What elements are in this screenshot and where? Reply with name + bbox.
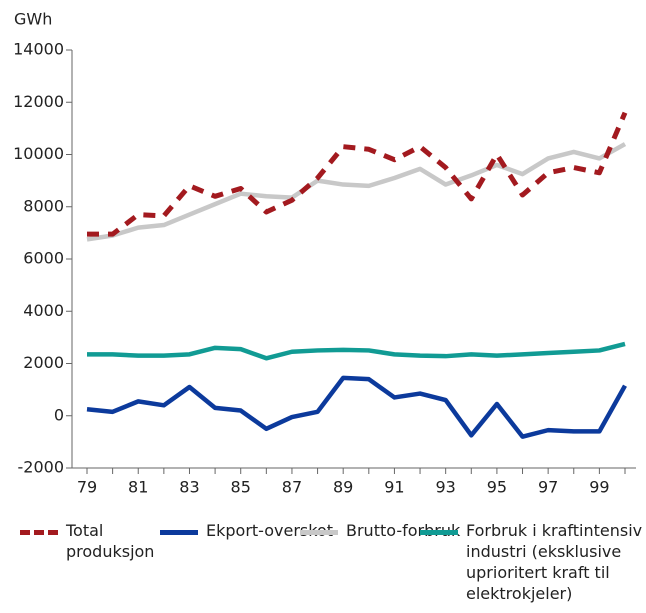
- y-tick-label: 14000: [13, 40, 64, 59]
- legend: Total produksjon Ekport-overskot Brutto-fo…: [0, 520, 646, 610]
- chart: GWh -2000 0 2000 4000 6000 8000 10000 12000 1400…: [13, 10, 636, 497]
- y-tick-label: -2000: [18, 458, 65, 477]
- series-line: [86, 375, 627, 439]
- y-tick-label: 10000: [13, 144, 64, 163]
- legend-label: Brutto-forbruk: [346, 521, 461, 540]
- x-tick-label: 87: [282, 478, 302, 497]
- series-line: [87, 341, 626, 361]
- x-tick-label: 97: [538, 478, 558, 497]
- series-line: [86, 142, 627, 242]
- y-tick-label: 0: [54, 405, 64, 424]
- x-tick-label: 99: [589, 478, 609, 497]
- y-tick-label: 2000: [23, 353, 64, 372]
- y-tick-label: 4000: [23, 301, 64, 320]
- series-line: [87, 111, 628, 237]
- legend-swatch: [420, 530, 458, 535]
- x-tick-label: 85: [231, 478, 251, 497]
- y-tick-label: 6000: [23, 249, 64, 268]
- y-axis-label: GWh: [14, 10, 52, 29]
- x-tick-label: 83: [179, 478, 199, 497]
- x-tick-label: 79: [77, 478, 97, 497]
- x-tick-label: 81: [128, 478, 148, 497]
- legend-swatch: [160, 530, 198, 535]
- legend-swatch: [300, 530, 338, 535]
- x-tick-label: 95: [487, 478, 507, 497]
- legend-label: Forbruk i kraftintensiv industri (eksklu…: [466, 521, 643, 603]
- legend-label: Total produksjon: [66, 521, 155, 561]
- y-tick-label: 12000: [13, 92, 64, 111]
- x-tick-label: 89: [333, 478, 353, 497]
- legend-swatch: [20, 530, 58, 535]
- legend-label: Ekport-overskot: [206, 521, 334, 540]
- y-tick-label: 8000: [23, 196, 64, 215]
- x-tick-label: 93: [435, 478, 455, 497]
- x-tick-label: 91: [384, 478, 404, 497]
